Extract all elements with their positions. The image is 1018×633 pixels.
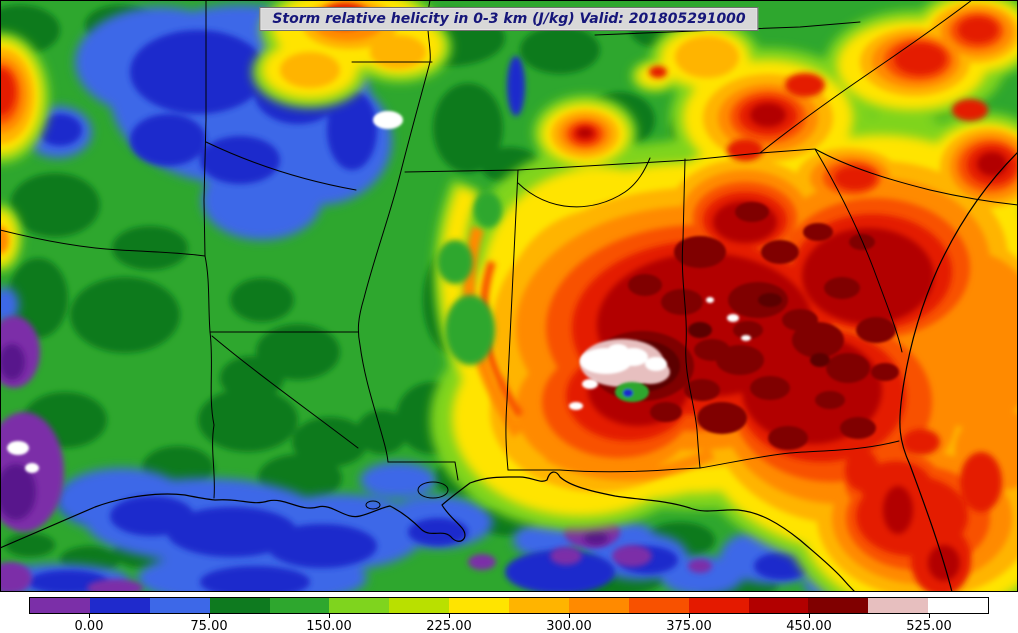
colorbar-tick-mark <box>689 614 690 618</box>
colorbar-tick-mark <box>449 614 450 618</box>
lake-small <box>365 500 381 510</box>
colorbar-tick-mark <box>209 614 210 618</box>
colorbar-segment <box>808 598 869 613</box>
border-tn-north <box>594 21 861 36</box>
colorbar-tick-mark <box>329 614 330 618</box>
colorbar-segment <box>568 598 629 613</box>
colorbar-segment <box>509 598 569 613</box>
colorbar-segment <box>868 598 929 613</box>
field-green-pockets <box>437 192 502 365</box>
colorbar-tick-label: 525.00 <box>906 619 952 633</box>
colorbar-segment <box>748 598 809 613</box>
coastline <box>0 151 1018 592</box>
border-mississippi-river <box>357 0 431 463</box>
coast-atlantic-fl <box>899 151 1018 592</box>
border-ok-ar <box>203 0 207 257</box>
colorbar-tick-mark <box>809 614 810 618</box>
coast-gulf <box>0 471 856 592</box>
colorbar-segment <box>449 598 509 613</box>
colorbar-segment <box>30 598 90 613</box>
border-ms-al <box>505 169 519 471</box>
colorbar-wrap: 0.00 75.00 150.00 225.00 300.00 375.00 450.00 5… <box>29 597 989 633</box>
colorbar-tick-label: 0.00 <box>74 619 104 633</box>
colorbar-segment <box>329 598 390 613</box>
colorbar-segment <box>688 598 749 613</box>
colorbar-segment <box>89 598 150 613</box>
colorbar-ticks: 0.00 75.00 150.00 225.00 300.00 375.00 450.00 5… <box>29 614 989 633</box>
colorbar-tick-mark <box>929 614 930 618</box>
border-tn-nc <box>759 0 973 154</box>
border-ga-sc <box>814 148 903 353</box>
border-red-river <box>0 229 206 257</box>
river-tennessee <box>517 157 651 208</box>
river-red-la <box>211 335 359 449</box>
field-dark-purple <box>0 344 608 545</box>
storm-eye-green-notch <box>615 382 649 402</box>
colorbar-tick-mark <box>569 614 570 618</box>
colorbar-tick-mark <box>89 614 90 618</box>
colorbar <box>29 597 989 614</box>
field-white-maxima <box>7 111 751 473</box>
field-dark-blue <box>28 30 810 592</box>
lake-pontchartrain <box>417 481 449 499</box>
colorbar-segment <box>209 598 270 613</box>
colorbar-tick-label: 300.00 <box>546 619 592 633</box>
river-arkansas <box>205 141 357 191</box>
state-borders <box>0 0 1018 510</box>
helicity-map <box>0 0 1018 592</box>
colorbar-segment <box>628 598 689 613</box>
border-gulf-states-fl <box>507 440 900 473</box>
colorbar-segment <box>928 598 988 613</box>
colorbar-segment <box>149 598 210 613</box>
border-tx-east <box>204 255 215 499</box>
colorbar-segment <box>389 598 450 613</box>
colorbar-tick-label: 225.00 <box>426 619 472 633</box>
colorbar-tick-label: 450.00 <box>786 619 832 633</box>
colorbar-segment <box>269 598 330 613</box>
colorbar-tick-label: 375.00 <box>666 619 712 633</box>
plot-title: Storm relative helicity in 0-3 km (J/kg)… <box>259 7 759 31</box>
colorbar-tick-label: 75.00 <box>190 619 228 633</box>
border-nc-sc <box>814 148 1018 206</box>
border-ga-nc <box>759 148 816 154</box>
colorbar-tick-label: 150.00 <box>306 619 352 633</box>
border-la-ms <box>387 461 459 481</box>
border-al-ga <box>681 158 701 469</box>
border-tn-south <box>404 152 761 173</box>
